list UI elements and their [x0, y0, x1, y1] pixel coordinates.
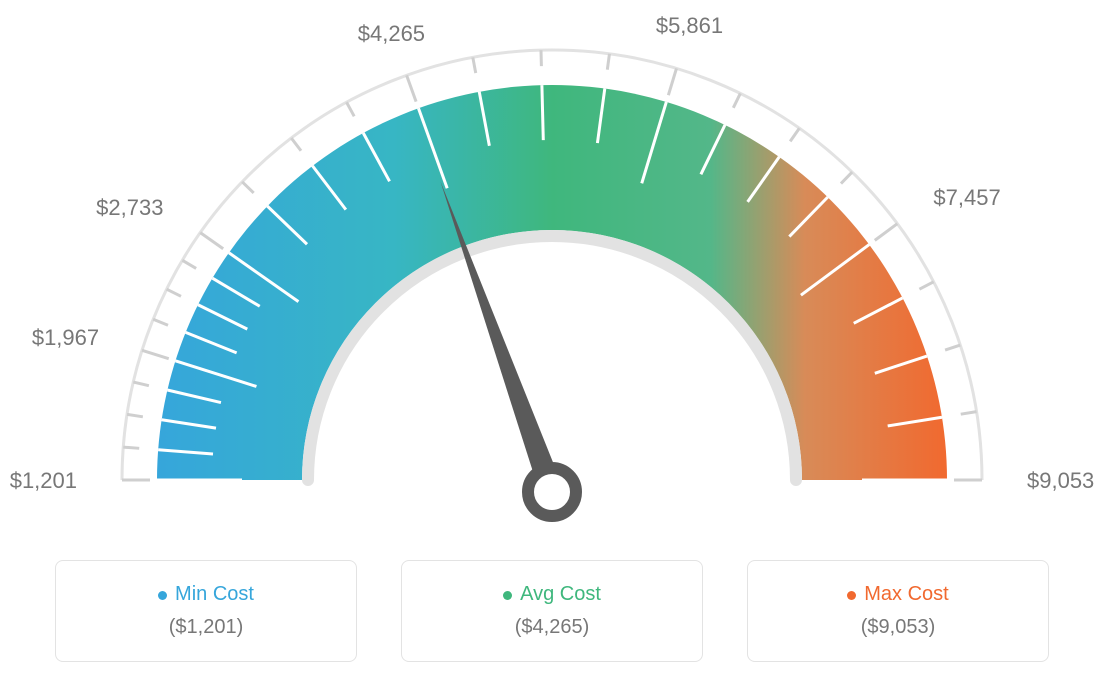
outer-minor-tick	[347, 102, 355, 116]
legend-value: ($4,265)	[515, 616, 590, 639]
outer-major-tick	[407, 75, 416, 101]
gauge-tick-label: $7,457	[933, 185, 1013, 211]
gauge-tick-label: $1,201	[0, 468, 77, 494]
outer-major-tick	[200, 233, 223, 249]
legend-card-avg: Avg Cost ($4,265)	[401, 560, 703, 662]
legend-card-max: Max Cost ($9,053)	[747, 560, 1049, 662]
outer-minor-tick	[841, 172, 852, 183]
outer-minor-tick	[473, 57, 476, 73]
band-minor-tick	[542, 85, 543, 140]
outer-minor-tick	[167, 289, 181, 296]
gauge-tick-label: $4,265	[351, 21, 431, 47]
outer-minor-tick	[919, 282, 933, 289]
min-dot-icon	[158, 591, 167, 600]
outer-minor-tick	[790, 128, 799, 141]
gauge-tick-label: $1,967	[19, 325, 99, 351]
outer-minor-tick	[607, 54, 609, 70]
outer-minor-tick	[242, 182, 254, 193]
gauge-chart-stage: $1,201 $1,967 $2,733 $4,265 $5,861 $7,457 $9,0…	[0, 0, 1104, 690]
outer-minor-tick	[182, 260, 196, 268]
legend-card-min: Min Cost ($1,201)	[55, 560, 357, 662]
avg-dot-icon	[503, 591, 512, 600]
legend-value: ($1,201)	[169, 616, 244, 639]
legend-title: Max Cost	[864, 583, 948, 605]
gauge-tick-label: $2,733	[83, 195, 163, 221]
outer-minor-tick	[133, 382, 149, 386]
gauge-area: $1,201 $1,967 $2,733 $4,265 $5,861 $7,457 $9,0…	[0, 0, 1104, 520]
gauge-color-band	[157, 85, 947, 480]
outer-minor-tick	[945, 345, 960, 350]
legend-title-line: Min Cost	[158, 583, 254, 606]
outer-minor-tick	[123, 447, 139, 448]
gauge-tick-label: $5,861	[649, 13, 729, 39]
gauge-svg	[0, 0, 1104, 560]
outer-minor-tick	[291, 138, 301, 151]
outer-minor-tick	[961, 412, 977, 415]
outer-major-tick	[142, 350, 169, 358]
max-dot-icon	[847, 591, 856, 600]
outer-minor-tick	[153, 319, 168, 325]
gauge-tick-label: $9,053	[1027, 468, 1104, 494]
gauge-hub	[528, 468, 576, 516]
outer-minor-tick	[127, 414, 143, 416]
outer-major-tick	[668, 68, 676, 95]
legend-title: Avg Cost	[520, 583, 601, 605]
legend-title-line: Avg Cost	[503, 583, 601, 606]
legend-row: Min Cost ($1,201) Avg Cost ($4,265) Max Cost…	[0, 560, 1104, 662]
legend-title-line: Max Cost	[847, 583, 948, 606]
legend-title: Min Cost	[175, 583, 254, 605]
outer-major-tick	[875, 224, 897, 241]
legend-value: ($9,053)	[861, 616, 936, 639]
outer-minor-tick	[733, 93, 740, 107]
